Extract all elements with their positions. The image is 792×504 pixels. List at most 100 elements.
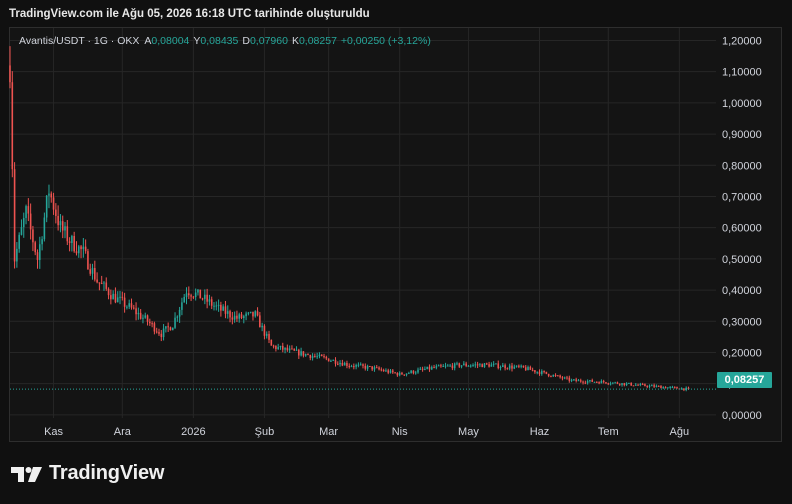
candle-body (307, 354, 309, 356)
candle-body (346, 363, 348, 366)
candle-body (536, 371, 539, 373)
candle-body (520, 365, 522, 367)
candle-body (259, 315, 261, 328)
candle-body (600, 380, 603, 384)
low-value: 0,07960 (249, 35, 288, 47)
candle-body (632, 385, 635, 387)
candle-body (518, 365, 520, 367)
candle-body (685, 387, 688, 390)
candle-body (192, 296, 195, 298)
candle-body (389, 370, 392, 373)
candle-body (277, 347, 279, 349)
candle-body (80, 246, 82, 250)
candle-body (387, 370, 390, 373)
candle-body (355, 365, 357, 367)
candle-body (612, 382, 614, 384)
candle-body (499, 367, 502, 369)
candle-body (238, 314, 241, 319)
candle-body (618, 383, 621, 385)
x-tick-label: Ağu (670, 426, 690, 438)
candle-body (32, 229, 34, 243)
open-value: 0,08004 (151, 35, 190, 47)
open-label: A (144, 35, 152, 47)
candle-body (167, 326, 169, 328)
candle-body (48, 193, 50, 196)
candle-body (201, 298, 204, 300)
candle-body (667, 387, 669, 389)
candle-body (215, 305, 218, 307)
candle-body (89, 269, 92, 274)
candle-body (330, 360, 332, 362)
candle-body (472, 364, 474, 366)
candle-body (547, 373, 550, 376)
candle-body (375, 367, 378, 369)
candle-body (132, 307, 135, 309)
candle-body (295, 349, 298, 351)
candle-body (414, 372, 417, 374)
candle-body (293, 348, 296, 351)
candle-body (671, 386, 674, 388)
candle-body (128, 303, 130, 307)
candle-body (73, 235, 75, 252)
candle-body (187, 293, 190, 296)
candle-body (183, 296, 186, 303)
candle-body (20, 227, 23, 235)
candle-body (396, 372, 399, 376)
candle-body (655, 385, 658, 387)
candle-body (110, 295, 112, 300)
candle-body (261, 325, 263, 328)
candle-body (687, 387, 690, 390)
y-tick-label: 1,00000 (722, 98, 762, 110)
candle-body (52, 197, 55, 210)
candle-body (458, 363, 461, 367)
y-tick-label: 0,60000 (722, 223, 762, 235)
candle-body (66, 226, 69, 242)
candle-body (657, 385, 660, 387)
candle-body (34, 242, 37, 253)
candle-body (233, 315, 236, 320)
candle-body (217, 304, 220, 306)
symbol-label[interactable]: Avantis/USDT · 1G · OKX (19, 35, 140, 47)
candle-body (144, 315, 147, 318)
candle-body (50, 193, 53, 198)
candle-body (469, 365, 472, 367)
candle-body (609, 383, 612, 385)
candle-body (449, 365, 451, 367)
candle-body (353, 366, 355, 368)
candle-body (447, 365, 449, 367)
candle-body (380, 369, 383, 371)
candle-body (343, 363, 346, 366)
candle-body (584, 382, 587, 384)
candle-body (602, 380, 605, 383)
high-value: 0,08435 (200, 35, 239, 47)
candle-body (43, 217, 46, 240)
candle-body (634, 384, 637, 386)
candle-body (38, 244, 41, 260)
candle-body (325, 357, 328, 359)
candle-body (291, 348, 293, 350)
candle-body (639, 384, 642, 386)
x-tick-label: Mar (319, 426, 338, 438)
candle-body (369, 366, 371, 368)
y-tick-label: 0,30000 (722, 316, 762, 328)
tradingview-brand[interactable]: TradingView (11, 462, 164, 485)
candle-body (55, 209, 57, 216)
candle-body (247, 312, 250, 314)
candle-body (366, 366, 369, 369)
candle-body (504, 365, 506, 369)
candle-body (126, 306, 128, 308)
candle-body (433, 367, 435, 369)
candle-body (169, 327, 172, 331)
candle-body (348, 365, 351, 367)
candle-body (57, 215, 59, 226)
candle-body (185, 293, 188, 297)
candle-body (240, 314, 243, 318)
candle-body (481, 364, 483, 368)
low-label: D (242, 35, 250, 47)
candle-body (628, 382, 630, 384)
candle-body (673, 386, 676, 388)
candle-body (327, 358, 330, 362)
candle-body (190, 295, 192, 297)
candle-body (485, 363, 488, 365)
